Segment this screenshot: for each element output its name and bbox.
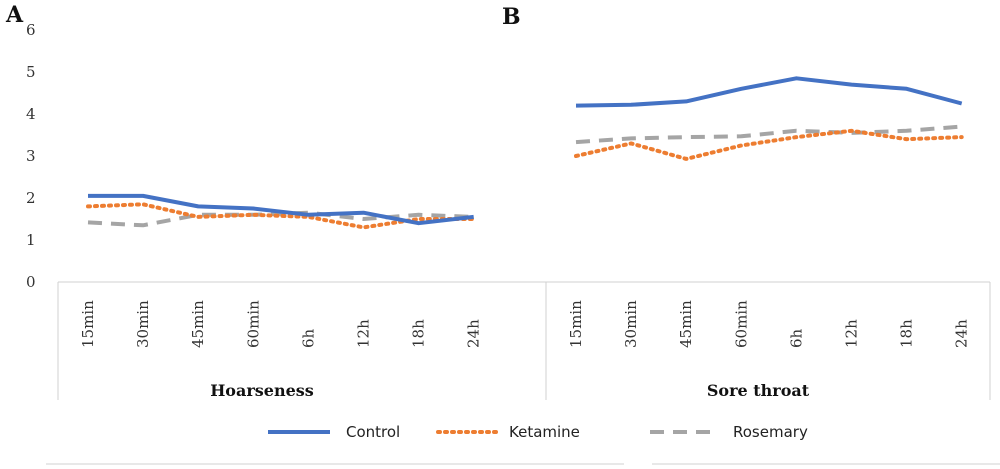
group-label: Sore throat <box>707 381 810 400</box>
x-tick-label: 30min <box>134 300 152 348</box>
x-tick-label: 18h <box>410 319 428 348</box>
panel-label-b: B <box>502 4 521 30</box>
x-tick-label: 12h <box>355 319 373 348</box>
y-tick-label: 3 <box>26 147 36 165</box>
legend-item-rosemary: Rosemary <box>650 423 808 441</box>
legend-item-ketamine: Ketamine <box>436 423 580 441</box>
legend-label: Ketamine <box>509 423 580 441</box>
legend-label: Control <box>346 423 400 441</box>
x-tick-label: 6h <box>299 328 317 348</box>
x-tick-label: 6h <box>787 328 805 348</box>
label-layer: 0 1 2 3 4 5 6 15min 30min 45min 60min 6h 12h 18h 24h Ho… <box>26 21 971 400</box>
series-line-control <box>88 193 474 226</box>
y-tick-label: 0 <box>26 273 36 291</box>
x-tick-label: 24h <box>953 319 971 348</box>
legend-item-control: Control <box>268 423 400 441</box>
x-tick-label: 45min <box>677 300 695 348</box>
x-tick-label: 45min <box>189 300 207 348</box>
legend-label: Rosemary <box>733 423 808 441</box>
x-tick-label: 60min <box>244 300 262 348</box>
series-line-rosemary <box>575 124 962 145</box>
series-line-rosemary <box>87 210 474 228</box>
y-tick-label: 6 <box>26 21 36 39</box>
x-tick-label: 12h <box>843 319 861 348</box>
x-tick-label: 60min <box>732 300 750 348</box>
series-layer <box>86 76 964 230</box>
y-tick-label: 1 <box>26 231 36 249</box>
legend: Control Ketamine Rosemary <box>268 423 808 441</box>
x-tick-label: 24h <box>465 319 483 348</box>
x-tick-label: 15min <box>567 300 585 348</box>
x-tick-label: 15min <box>79 300 97 348</box>
category-axis <box>46 281 1000 465</box>
series-line-ketamine <box>574 128 964 161</box>
group-label: Hoarseness <box>210 381 314 400</box>
axis-layer: A B <box>5 2 1000 465</box>
panel-label-a: A <box>5 2 24 28</box>
x-tick-label: 18h <box>898 319 916 348</box>
y-tick-label: 5 <box>26 63 36 81</box>
x-tick-label: 30min <box>622 300 640 348</box>
y-tick-label: 2 <box>26 189 36 207</box>
y-tick-label: 4 <box>26 105 36 123</box>
series-line-control <box>575 76 963 108</box>
